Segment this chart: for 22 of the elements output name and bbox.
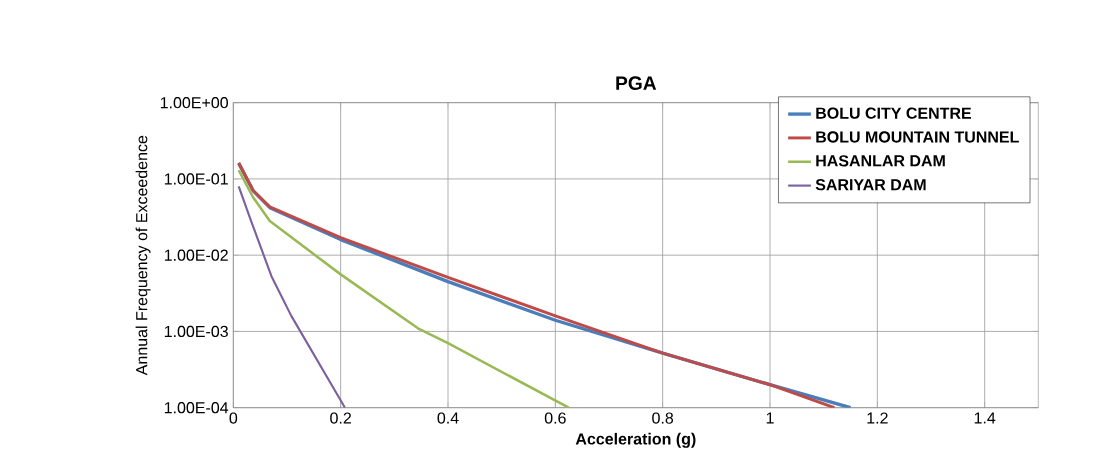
legend-label: BOLU CITY CENTRE xyxy=(816,107,972,119)
y-tick-label: 1.00E-01 xyxy=(164,173,228,185)
x-tick-label: 0.2 xyxy=(330,412,351,424)
line-series xyxy=(237,185,347,408)
y-tick-label: 1.00E-03 xyxy=(164,325,228,338)
x-tick-label: 0.8 xyxy=(652,412,674,424)
y-axis-title: Annual Frequency of Exceedence xyxy=(135,135,151,376)
x-tick-label: 1.2 xyxy=(867,412,888,424)
x-tick-label: 1 xyxy=(766,412,774,424)
y-tick-label: 1.00E-04 xyxy=(164,402,229,414)
y-tick-label: 1.00E-02 xyxy=(164,249,228,261)
legend-label: SARIYAR DAM xyxy=(815,179,926,191)
y-tick-label: 1.00E+00 xyxy=(160,97,228,109)
x-tick-label: 0.4 xyxy=(437,412,459,424)
line-series xyxy=(237,168,571,408)
x-axis-title: Acceleration (g) xyxy=(575,432,696,448)
legend-label: HASANLAR DAM xyxy=(816,155,945,167)
x-tick-label: 0.6 xyxy=(544,412,566,424)
chart-title: PGA xyxy=(616,76,657,90)
legend-label: BOLU MOUNTAIN TUNNEL xyxy=(816,131,1019,143)
x-tick-label: 1.4 xyxy=(974,412,996,424)
x-tick-label: 0 xyxy=(229,412,238,424)
